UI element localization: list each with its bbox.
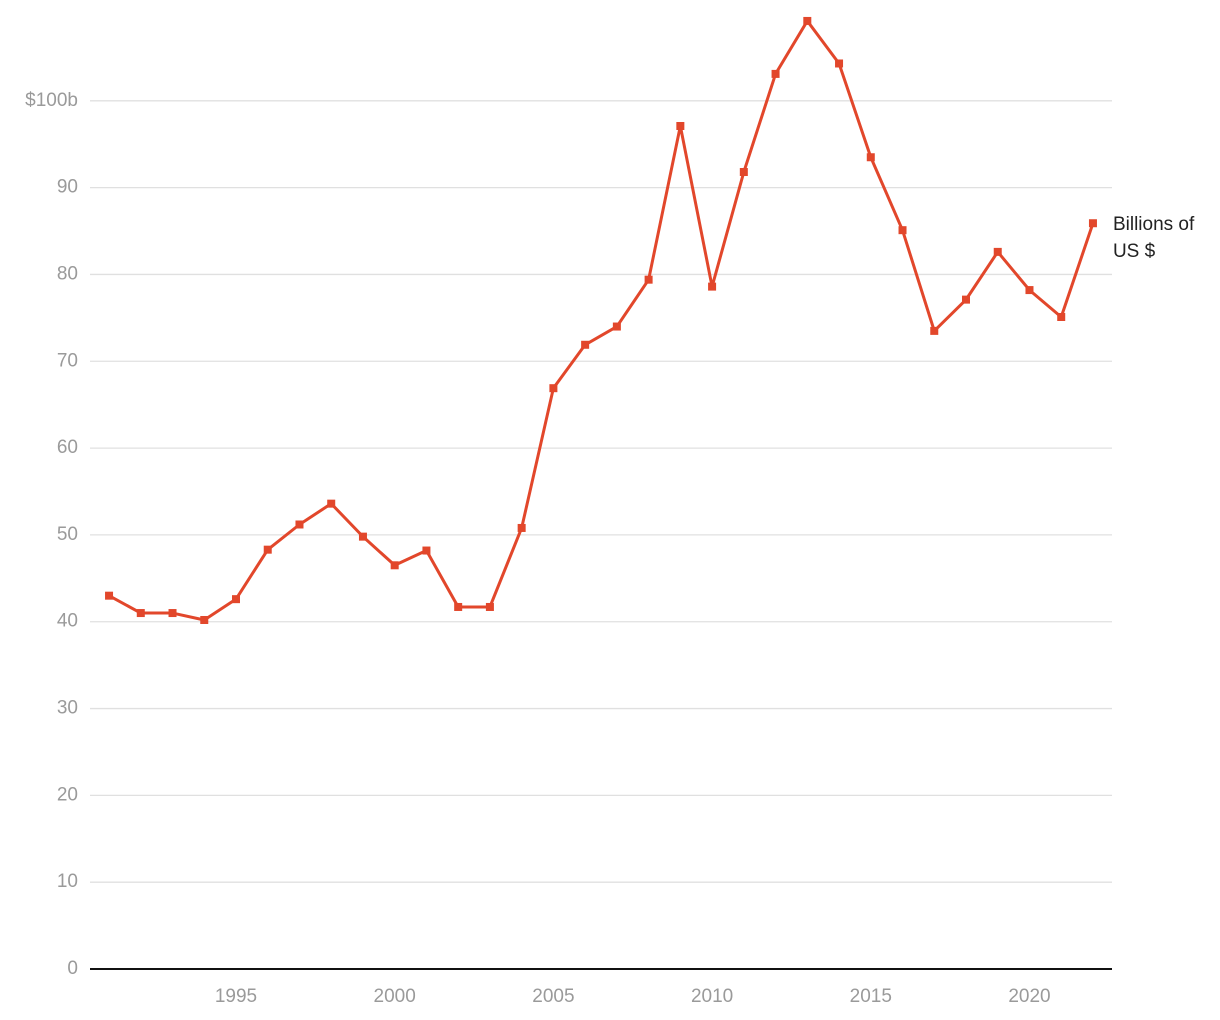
point-marker: [835, 59, 844, 68]
y-tick-label: $100b: [25, 90, 78, 111]
y-tick-label: 30: [57, 698, 78, 719]
point-marker: [327, 499, 336, 508]
point-marker: [422, 546, 431, 555]
series-line: [108, 19, 1095, 622]
point-marker: [898, 226, 907, 235]
point-marker: [263, 545, 272, 554]
point-marker: [676, 121, 685, 130]
point-marker: [1088, 219, 1097, 228]
x-tick-label: 2020: [1008, 986, 1050, 1007]
y-tick-label: 50: [57, 524, 78, 545]
point-marker: [930, 326, 939, 335]
point-marker: [739, 168, 748, 177]
y-tick-label: 90: [57, 177, 78, 198]
point-marker: [866, 153, 875, 162]
y-tick-label: 10: [57, 871, 78, 892]
point-marker: [517, 523, 526, 532]
point-marker: [485, 602, 494, 611]
point-marker: [136, 609, 145, 618]
y-tick-label: 60: [57, 437, 78, 458]
x-tick-label: 2010: [691, 986, 733, 1007]
x-tick-label: 2015: [850, 986, 892, 1007]
x-tick-label: 2005: [532, 986, 574, 1007]
point-marker: [549, 384, 558, 393]
y-tick-label: 40: [57, 611, 78, 632]
point-marker: [708, 282, 717, 291]
point-marker: [1025, 286, 1034, 295]
point-marker: [168, 609, 177, 618]
point-marker: [644, 275, 653, 284]
point-marker: [771, 69, 780, 78]
point-marker: [962, 295, 970, 304]
point-marker: [200, 615, 209, 624]
point-marker: [105, 591, 114, 600]
point-marker: [993, 247, 1002, 256]
point-marker: [295, 520, 304, 529]
x-tick-label: 2000: [374, 986, 416, 1007]
y-tick-label: 0: [67, 958, 78, 979]
point-marker: [1057, 312, 1066, 321]
point-marker: [612, 322, 621, 331]
y-tick-label: 70: [57, 350, 78, 371]
point-marker: [803, 16, 812, 25]
point-marker: [581, 340, 590, 349]
y-tick-label: 80: [57, 263, 78, 284]
point-marker: [358, 532, 367, 541]
point-marker: [454, 602, 463, 611]
point-marker: [390, 561, 399, 570]
point-marker: [232, 595, 240, 604]
series-label: Billions of US $: [1112, 214, 1195, 263]
y-tick-label: 20: [57, 784, 78, 805]
x-tick-label: 1995: [215, 986, 257, 1007]
